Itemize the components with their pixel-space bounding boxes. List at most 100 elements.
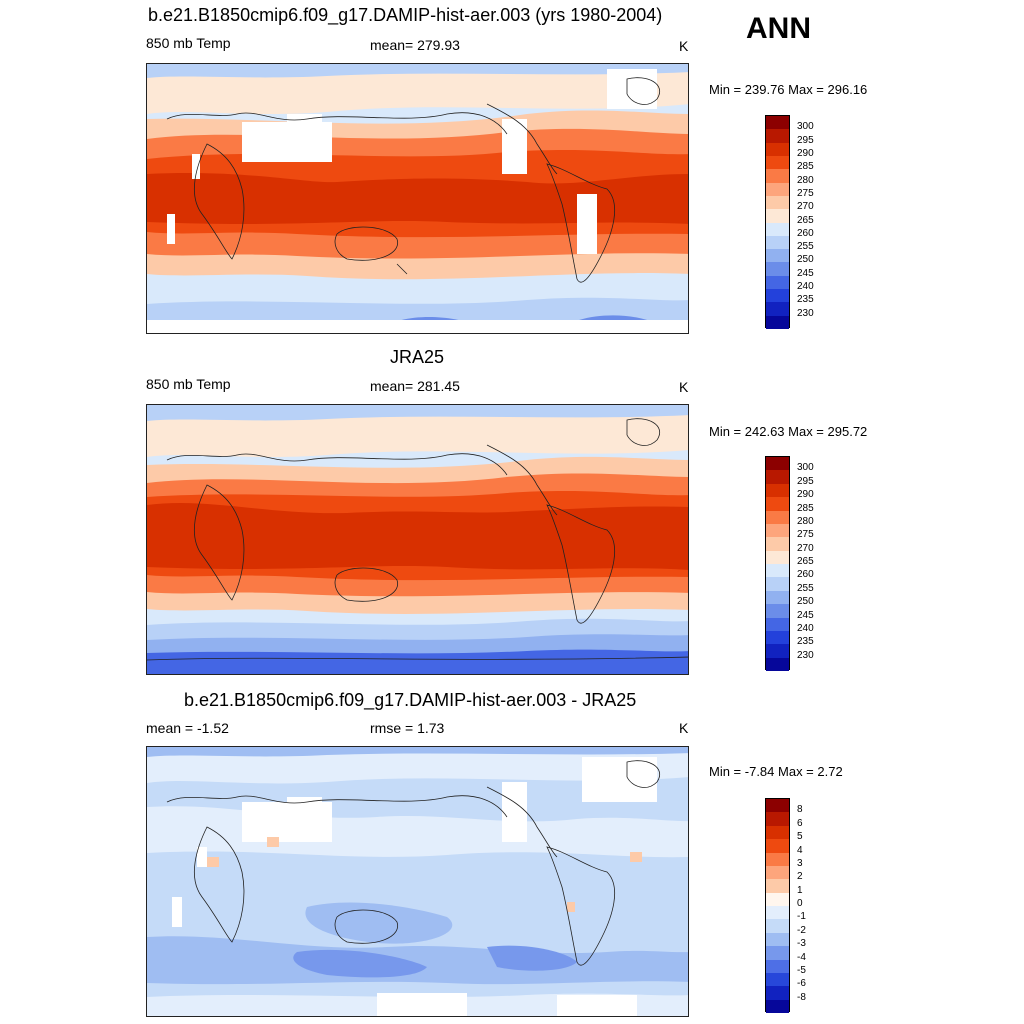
colorbar-tick-label: 275 [797, 529, 814, 541]
colorbar-swatch [766, 497, 789, 511]
colorbar-swatch [766, 262, 789, 276]
colorbar-tick-label: 295 [797, 134, 814, 146]
colorbar-swatch [766, 644, 789, 658]
colorbar-tick-label: 270 [797, 201, 814, 213]
colorbar-swatch [766, 972, 789, 987]
colorbar-swatch [766, 249, 789, 263]
colorbar-tick-label: 6 [797, 817, 803, 829]
colorbar-tick-label: 250 [797, 596, 814, 608]
season-label: ANN [746, 12, 811, 45]
colorbar-swatch [766, 839, 789, 853]
colorbar-swatch [766, 483, 789, 498]
colorbar-tick-label: -6 [797, 978, 806, 990]
colorbar-swatch [766, 235, 789, 250]
panel-3-rmse: rmse = 1.73 [370, 720, 445, 736]
colorbar-swatch [766, 289, 789, 303]
colorbar-swatch [766, 879, 789, 893]
colorbar-swatch [766, 537, 789, 551]
panel-3-colorbar [765, 798, 790, 1013]
colorbar-swatch [766, 919, 789, 933]
colorbar-swatch [766, 182, 789, 196]
colorbar-tick-label: 4 [797, 844, 803, 856]
colorbar-swatch [766, 590, 789, 605]
panel-3-map [146, 746, 689, 1017]
colorbar-swatch [766, 222, 789, 236]
colorbar-tick-label: 285 [797, 161, 814, 173]
colorbar-tick-label: -1 [797, 911, 806, 923]
colorbar-swatch [766, 550, 789, 564]
panel-1-left-label: 850 mb Temp [146, 35, 231, 51]
colorbar-tick-label: 3 [797, 857, 803, 869]
colorbar-swatch [766, 470, 789, 484]
panel-1-mean: mean= 279.93 [370, 37, 460, 53]
colorbar-swatch [766, 825, 789, 840]
panel-2-map [146, 404, 689, 675]
colorbar-swatch [766, 799, 789, 813]
colorbar-tick-label: -2 [797, 924, 806, 936]
colorbar-tick-label: -5 [797, 964, 806, 976]
colorbar-tick-label: 285 [797, 502, 814, 514]
colorbar-swatch [766, 892, 789, 906]
colorbar-swatch [766, 209, 789, 223]
panel-2-minmax: Min = 242.63 Max = 295.72 [709, 424, 868, 439]
colorbar-tick-label: 5 [797, 831, 803, 843]
colorbar-swatch [766, 932, 789, 947]
colorbar-tick-label: 290 [797, 489, 814, 501]
panel-2-title: JRA25 [390, 347, 445, 367]
colorbar-tick-label: 260 [797, 227, 814, 239]
panel-2-units: K [679, 379, 689, 395]
colorbar-tick-label: 245 [797, 609, 814, 621]
colorbar-swatch [766, 577, 789, 591]
colorbar-tick-label: 275 [797, 187, 814, 199]
colorbar-tick-label: 290 [797, 147, 814, 159]
colorbar-swatch [766, 142, 789, 156]
colorbar-tick-label: 250 [797, 254, 814, 266]
panel-3-mean: mean = -1.52 [146, 720, 229, 736]
colorbar-swatch [766, 195, 789, 210]
colorbar-tick-label: 300 [797, 121, 814, 133]
colorbar-tick-label: 0 [797, 898, 803, 909]
colorbar-swatch [766, 564, 789, 578]
colorbar-tick-label: 235 [797, 636, 814, 648]
colorbar-swatch [766, 630, 789, 645]
colorbar-tick-label: 230 [797, 307, 814, 319]
colorbar-tick-label: 1 [797, 884, 803, 896]
colorbar-swatch [766, 457, 789, 471]
colorbar-tick-label: 265 [797, 556, 814, 567]
colorbar-swatch [766, 510, 789, 524]
panel-1-units: K [679, 38, 689, 54]
colorbar-tick-label: -3 [797, 938, 806, 950]
panel-1-title: b.e21.B1850cmip6.f09_g17.DAMIP-hist-aer.… [148, 5, 663, 25]
colorbar-tick-label: 8 [797, 804, 803, 816]
colorbar-tick-label: 255 [797, 582, 814, 594]
colorbar-swatch [766, 129, 789, 143]
colorbar-swatch [766, 169, 789, 183]
colorbar-swatch [766, 852, 789, 866]
panel-2-mean: mean= 281.45 [370, 378, 460, 394]
panel-2-left-label: 850 mb Temp [146, 376, 231, 392]
colorbar-swatch [766, 657, 789, 671]
colorbar-tick-label: -4 [797, 951, 806, 963]
colorbar-swatch [766, 999, 789, 1013]
colorbar-swatch [766, 617, 789, 631]
colorbar-tick-label: 280 [797, 174, 814, 186]
colorbar-swatch [766, 275, 789, 290]
colorbar-swatch [766, 315, 789, 329]
colorbar-swatch [766, 155, 789, 170]
colorbar-tick-label: 260 [797, 569, 814, 581]
colorbar-swatch [766, 959, 789, 973]
colorbar-tick-label: 240 [797, 281, 814, 293]
colorbar-tick-label: 2 [797, 871, 803, 883]
panel-1-map [146, 63, 689, 334]
panel-3-title: b.e21.B1850cmip6.f09_g17.DAMIP-hist-aer.… [184, 690, 637, 710]
colorbar-tick-label: 270 [797, 542, 814, 554]
colorbar-swatch [766, 812, 789, 826]
colorbar-tick-label: 245 [797, 267, 814, 279]
panel-1-minmax: Min = 239.76 Max = 296.16 [709, 82, 868, 97]
colorbar-tick-label: 230 [797, 649, 814, 661]
colorbar-swatch [766, 906, 789, 920]
colorbar-tick-label: 295 [797, 475, 814, 487]
colorbar-tick-label: 265 [797, 214, 814, 226]
panel-1-colorbar [765, 115, 790, 329]
colorbar-swatch [766, 302, 789, 316]
